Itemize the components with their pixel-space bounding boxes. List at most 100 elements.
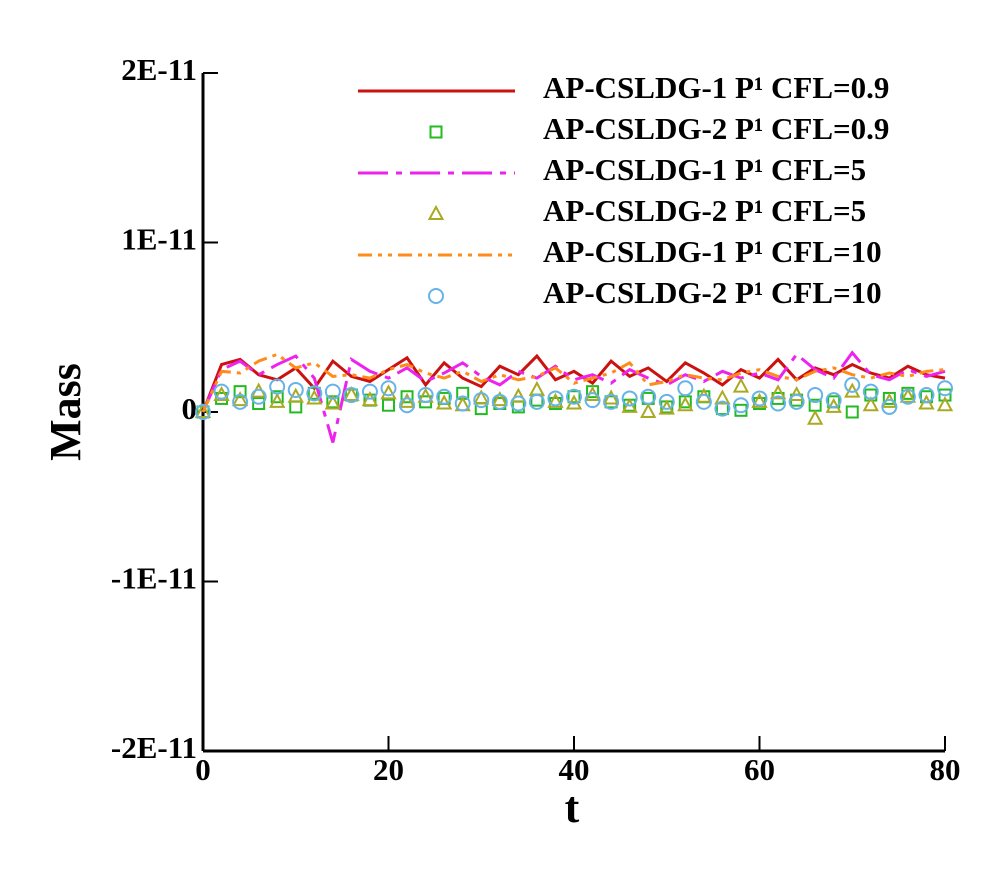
marker bbox=[429, 125, 443, 139]
marker bbox=[936, 396, 954, 412]
marker bbox=[732, 377, 750, 393]
marker bbox=[602, 389, 620, 405]
marker bbox=[806, 409, 824, 425]
marker bbox=[788, 393, 805, 410]
marker bbox=[473, 389, 490, 405]
marker bbox=[769, 384, 787, 400]
marker bbox=[382, 398, 395, 412]
series-line bbox=[201, 350, 946, 443]
marker bbox=[270, 390, 284, 404]
marker bbox=[233, 385, 247, 399]
y-tick-label: 2E-11 bbox=[121, 52, 197, 87]
marker bbox=[528, 393, 545, 410]
marker bbox=[213, 385, 230, 402]
marker bbox=[677, 396, 694, 412]
marker bbox=[547, 392, 564, 408]
x-tick-label: 80 bbox=[930, 752, 961, 787]
marker bbox=[732, 397, 749, 414]
marker bbox=[306, 389, 323, 405]
marker bbox=[250, 388, 267, 405]
marker bbox=[825, 392, 842, 409]
marker bbox=[213, 383, 230, 400]
legend-label: AP-CSLDG-1 P¹ CFL=0.9 bbox=[543, 70, 889, 105]
marker bbox=[380, 380, 397, 397]
marker bbox=[751, 392, 768, 408]
legend-label: AP-CSLDG-1 P¹ CFL=5 bbox=[543, 152, 866, 187]
series-line bbox=[201, 352, 946, 413]
marker bbox=[621, 397, 638, 413]
marker bbox=[398, 392, 416, 408]
marker bbox=[862, 396, 879, 412]
marker bbox=[640, 388, 657, 405]
marker bbox=[899, 388, 916, 405]
y-axis-label: Mass bbox=[41, 363, 90, 461]
y-tick-label: -2E-11 bbox=[111, 730, 197, 765]
marker bbox=[417, 387, 434, 404]
marker bbox=[454, 395, 471, 412]
marker bbox=[621, 390, 638, 407]
marker bbox=[938, 388, 952, 402]
y-tick-label: 0 bbox=[182, 391, 198, 426]
x-axis-label: t bbox=[565, 783, 580, 832]
x-tick-label: 40 bbox=[559, 752, 590, 787]
marker bbox=[195, 404, 211, 420]
marker bbox=[400, 390, 414, 404]
marker bbox=[695, 393, 712, 410]
marker bbox=[881, 398, 898, 415]
marker bbox=[862, 383, 879, 400]
marker bbox=[584, 392, 601, 409]
marker bbox=[343, 387, 360, 404]
marker bbox=[491, 393, 508, 410]
marker bbox=[937, 380, 953, 397]
marker bbox=[473, 392, 490, 409]
marker bbox=[399, 397, 416, 414]
marker bbox=[252, 397, 266, 411]
marker bbox=[918, 394, 935, 410]
marker bbox=[269, 378, 286, 395]
marker bbox=[899, 387, 917, 403]
x-tick-label: 60 bbox=[744, 752, 775, 787]
marker bbox=[232, 393, 249, 410]
marker bbox=[640, 402, 657, 418]
marker bbox=[567, 390, 581, 404]
marker bbox=[510, 387, 527, 403]
marker bbox=[306, 385, 323, 402]
marker bbox=[428, 288, 444, 304]
legend-label: AP-CSLDG-2 P¹ CFL=0.9 bbox=[543, 111, 889, 146]
marker bbox=[658, 393, 675, 410]
marker bbox=[566, 388, 582, 405]
y-tick-label: -1E-11 bbox=[111, 561, 197, 596]
marker bbox=[807, 387, 824, 404]
marker bbox=[343, 385, 360, 402]
marker bbox=[324, 394, 342, 410]
marker bbox=[751, 390, 768, 407]
marker bbox=[603, 393, 620, 410]
marker bbox=[845, 405, 859, 419]
legend-label: AP-CSLDG-1 P¹ CFL=10 bbox=[543, 234, 882, 269]
marker bbox=[427, 204, 445, 220]
marker bbox=[714, 389, 731, 405]
marker bbox=[380, 384, 397, 400]
marker bbox=[324, 383, 341, 400]
marker bbox=[715, 402, 729, 416]
marker bbox=[528, 380, 546, 396]
marker bbox=[194, 402, 212, 418]
marker bbox=[770, 395, 787, 412]
marker bbox=[547, 390, 564, 407]
marker bbox=[788, 385, 805, 402]
marker bbox=[269, 392, 286, 408]
marker bbox=[677, 380, 694, 397]
x-tick-label: 0 bbox=[195, 752, 211, 787]
marker bbox=[844, 376, 861, 393]
legend-label: AP-CSLDG-2 P¹ CFL=5 bbox=[543, 193, 866, 228]
y-tick-label: 1E-11 bbox=[121, 222, 197, 257]
marker bbox=[361, 391, 379, 407]
legend-label: AP-CSLDG-2 P¹ CFL=10 bbox=[543, 275, 882, 310]
marker bbox=[491, 391, 508, 407]
marker bbox=[436, 388, 453, 405]
marker bbox=[361, 383, 378, 400]
marker bbox=[289, 400, 303, 414]
x-tick-label: 20 bbox=[373, 752, 404, 787]
marker bbox=[918, 387, 935, 404]
